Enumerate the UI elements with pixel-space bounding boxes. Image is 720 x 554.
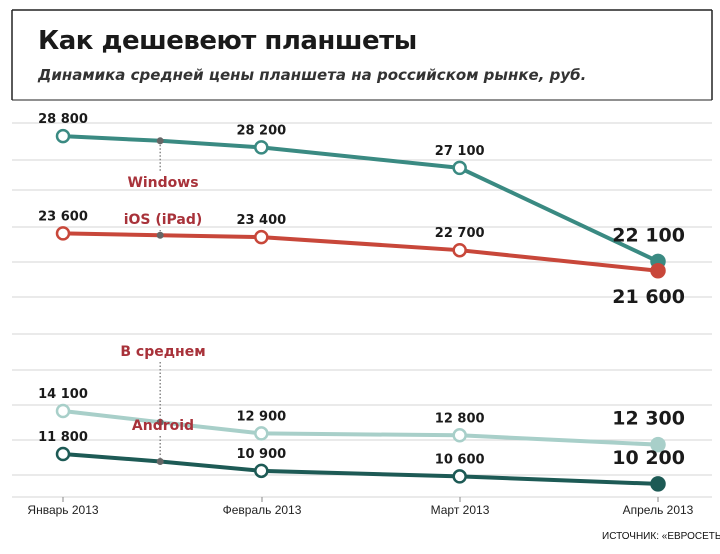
data-label: 21 600 (612, 286, 685, 308)
data-label: 12 300 (612, 408, 685, 430)
data-point (452, 160, 467, 176)
series-name-label: Android (132, 418, 194, 434)
series-mid-marker (156, 418, 164, 426)
data-point (55, 446, 71, 462)
data-point (254, 229, 269, 245)
data-point (55, 403, 71, 419)
data-label: 12 900 (236, 409, 286, 424)
data-label: 10 900 (236, 447, 286, 462)
data-label: 22 100 (612, 224, 685, 246)
data-label: 23 600 (38, 209, 88, 224)
x-tick-label: Апрель 2013 (623, 503, 694, 517)
series-mid-marker (156, 137, 164, 145)
data-point (254, 426, 269, 441)
data-point (452, 469, 467, 484)
series-mid-marker (156, 457, 164, 465)
series-line (61, 451, 660, 486)
data-point (650, 263, 666, 279)
labels-layer: 28 800 28 200 27 100 22 100 23 600 23 400 22 7… (38, 112, 685, 469)
data-point (55, 226, 71, 241)
data-label: 10 600 (435, 452, 485, 467)
series-name-label: iOS (iPad) (124, 212, 203, 228)
x-tick-label: Февраль 2013 (223, 503, 302, 517)
data-point (55, 128, 71, 144)
data-label: 11 800 (38, 430, 88, 445)
data-point (254, 140, 269, 155)
chart-subtitle: Динамика средней цены планшета на россий… (38, 66, 587, 84)
data-point (650, 436, 666, 453)
x-tick-label: Март 2013 (431, 503, 490, 517)
series-name-label: В среднем (120, 344, 205, 360)
source-note: ИСТОЧНИК: «ЕВРОСЕТЬ» (602, 531, 720, 542)
data-point (452, 428, 467, 443)
data-label: 28 200 (236, 123, 286, 138)
series-name-label: Windows (127, 175, 198, 191)
data-label: 12 800 (435, 411, 485, 426)
data-label: 23 400 (236, 213, 286, 228)
data-label: 27 100 (435, 144, 485, 159)
data-point (650, 476, 666, 492)
series-line (61, 231, 660, 273)
frame-lines (11, 9, 713, 101)
data-point (452, 242, 467, 258)
chart-title: Как дешевеют планшеты (38, 26, 417, 56)
data-label: 28 800 (38, 112, 88, 127)
series-mid-marker (156, 231, 164, 239)
data-label: 14 100 (38, 387, 88, 402)
data-point (254, 463, 269, 479)
data-label: 22 700 (435, 226, 485, 241)
x-axis: Январь 2013 Февраль 2013 Март 2013 Апрель 2… (27, 497, 694, 517)
x-tick-label: Январь 2013 (27, 503, 98, 517)
series-layer (55, 128, 666, 492)
data-label: 10 200 (612, 447, 685, 469)
